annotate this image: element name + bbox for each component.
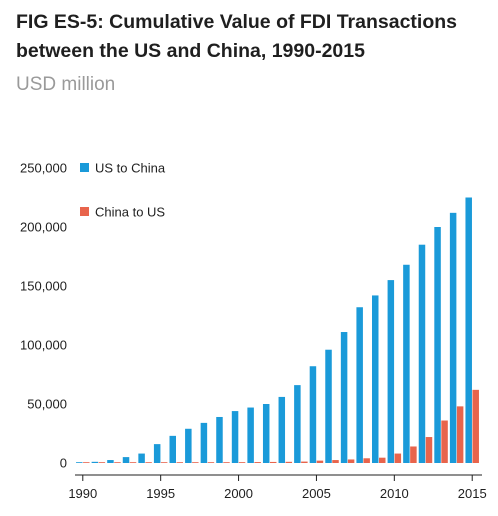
x-tick-label: 1995: [146, 486, 175, 501]
bar-china-to-us: [160, 462, 168, 463]
chart-title: FIG ES-5: Cumulative Value of FDI Transa…: [16, 11, 458, 62]
bar-us-to-china: [278, 396, 286, 463]
x-axis: 1990 1995 2000 2005 2010 2015: [68, 475, 487, 501]
bar-china-to-us: [269, 461, 277, 463]
bar-us-to-china: [387, 280, 395, 463]
bar-china-to-us: [379, 457, 386, 463]
bar-china-to-us: [114, 462, 121, 463]
bar-us-to-china: [200, 422, 208, 463]
x-tick-label: 2015: [458, 486, 487, 501]
chart-subtitle: USD million: [16, 74, 116, 95]
bar-us-to-china: [309, 366, 317, 463]
bar-us-to-china: [262, 404, 270, 463]
bar-china-to-us: [316, 460, 324, 463]
bar-us-to-china: [465, 197, 472, 463]
bar-china-to-us: [301, 461, 308, 463]
y-tick-label: 50,000: [27, 397, 67, 412]
bar-us-to-china: [403, 264, 410, 463]
bar-us-to-china: [107, 460, 114, 463]
legend-label-china-to-us: China to US: [95, 205, 165, 220]
y-tick-label: 150,000: [20, 279, 67, 294]
bar-china-to-us: [223, 462, 230, 463]
legend-label-us-to-china: US to China: [95, 161, 166, 176]
legend-swatch-us-to-china: [80, 163, 89, 172]
x-tick-label: 1990: [68, 486, 97, 501]
bar-china-to-us: [238, 462, 246, 463]
bar-us-to-china: [138, 453, 145, 463]
y-tick-label: 250,000: [20, 161, 67, 176]
bar-china-to-us: [332, 460, 339, 463]
bar-us-to-china: [185, 428, 192, 463]
bar-us-to-china: [91, 461, 99, 463]
bar-china-to-us: [176, 462, 183, 463]
bar-us-to-china: [372, 295, 379, 463]
bar-china-to-us: [285, 461, 293, 463]
bar-us-to-china: [231, 411, 239, 463]
bar-us-to-china: [153, 444, 161, 463]
bar-us-to-china: [216, 416, 223, 463]
bar-china-to-us: [254, 462, 261, 463]
bar-us-to-china: [76, 462, 83, 463]
x-tick-label: 2010: [380, 486, 409, 501]
bar-us-to-china: [325, 349, 332, 463]
bar-us-to-china: [434, 227, 441, 463]
x-tick-label: 2000: [224, 486, 253, 501]
y-axis: 0 50,000 100,000 150,000 200,000 250,000: [20, 161, 67, 471]
bar-china-to-us: [98, 462, 106, 463]
bars-group: [76, 197, 479, 463]
bar-china-to-us: [145, 462, 152, 463]
bar-us-to-china: [169, 435, 176, 463]
bar-us-to-china: [418, 244, 426, 463]
x-tick-label: 2005: [302, 486, 331, 501]
bar-us-to-china: [340, 332, 348, 463]
bar-china-to-us: [472, 389, 479, 463]
bar-us-to-china: [449, 212, 457, 463]
legend-swatch-china-to-us: [80, 207, 89, 216]
bar-china-to-us: [207, 462, 215, 463]
bar-china-to-us: [363, 458, 370, 463]
bar-china-to-us: [410, 446, 417, 463]
bar-us-to-china: [122, 457, 130, 463]
bar-china-to-us: [425, 437, 433, 463]
bar-us-to-china: [294, 385, 301, 463]
bar-china-to-us: [394, 453, 402, 463]
bar-us-to-china: [356, 307, 363, 463]
bar-us-to-china: [247, 407, 254, 463]
bar-china-to-us: [83, 462, 90, 463]
bar-china-to-us: [347, 459, 355, 463]
legend: US to China China to US: [80, 161, 166, 220]
bar-china-to-us: [456, 406, 464, 463]
bar-china-to-us: [129, 462, 137, 463]
bar-china-to-us: [441, 420, 448, 463]
y-tick-label: 0: [60, 456, 67, 471]
y-tick-label: 200,000: [20, 220, 67, 235]
bar-china-to-us: [192, 462, 199, 463]
y-tick-label: 100,000: [20, 338, 67, 353]
